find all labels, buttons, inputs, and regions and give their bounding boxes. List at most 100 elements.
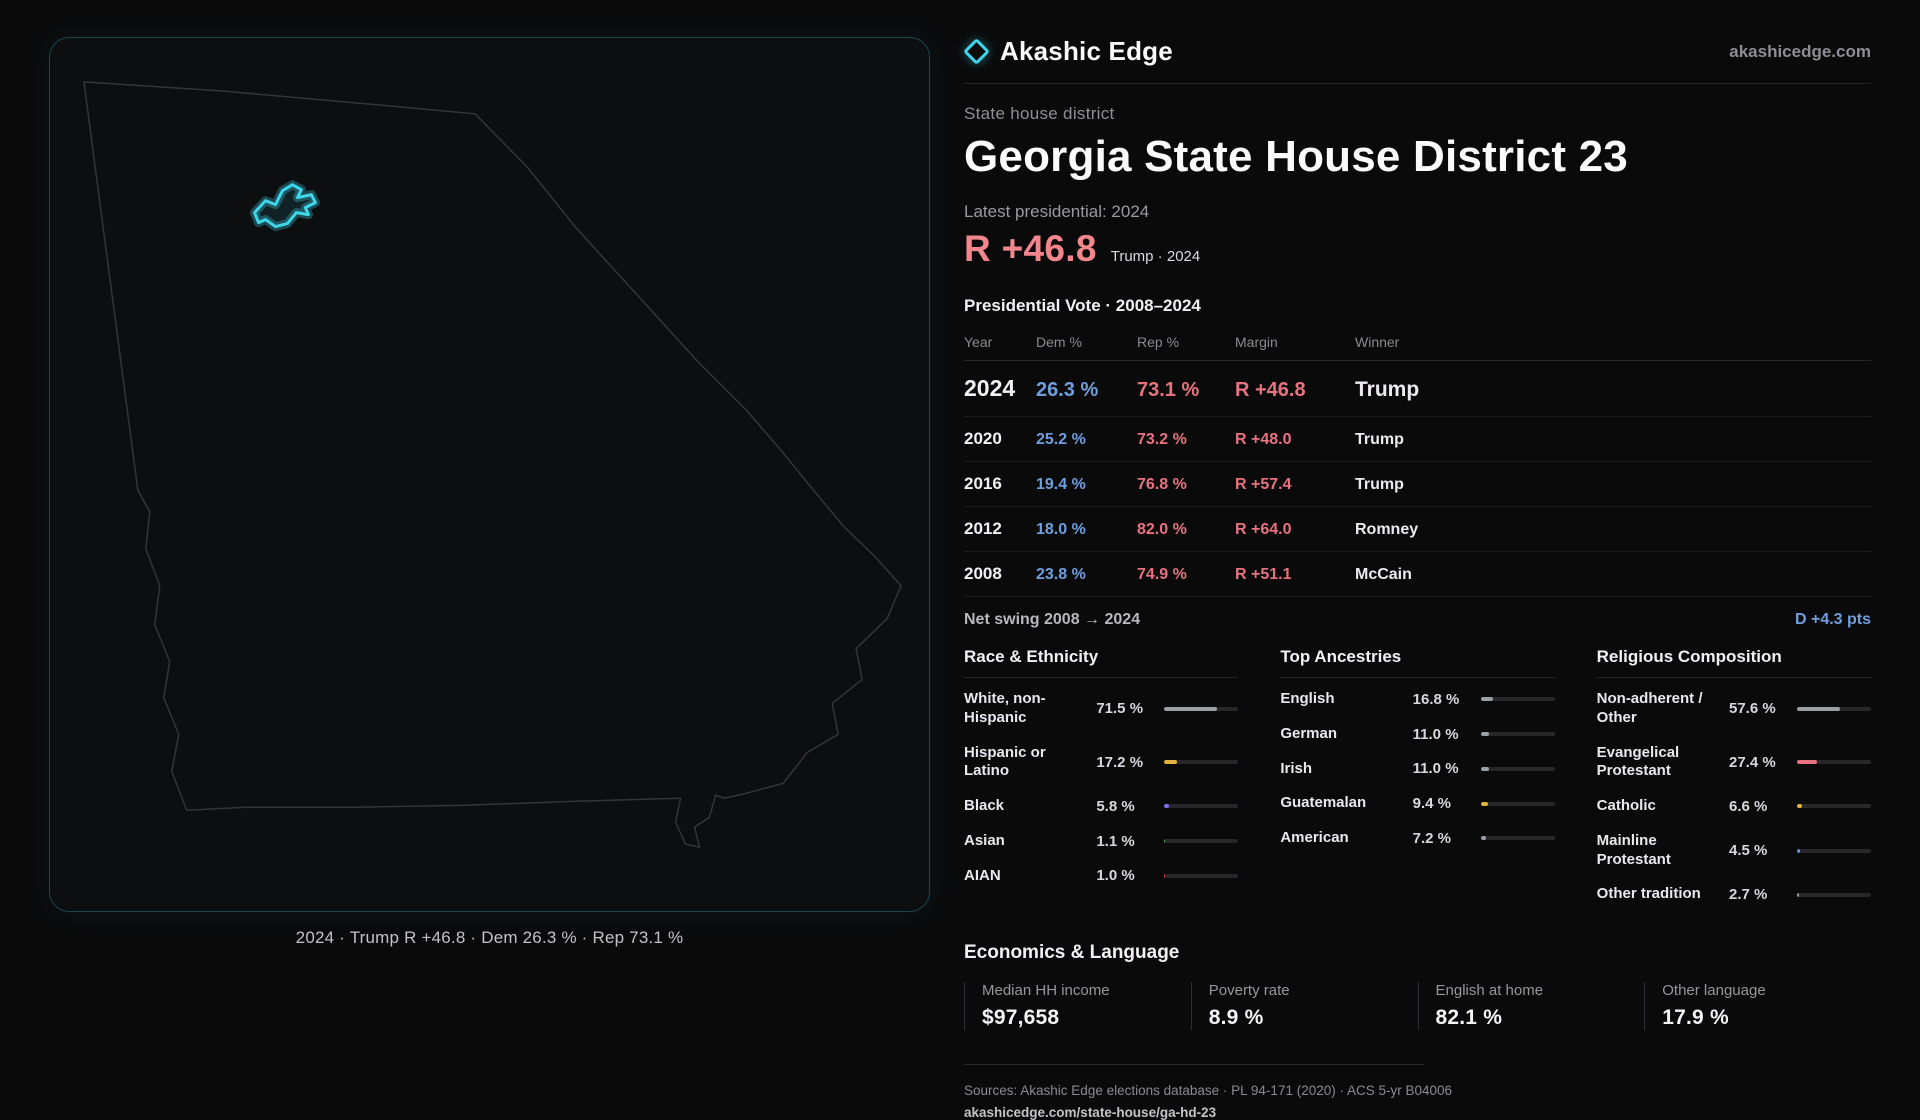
table-row: 2020 25.2 % 73.2 % R +48.0 Trump [964,417,1871,462]
vote-table-title: Presidential Vote · 2008–2024 [964,296,1201,315]
race-label: Asian [964,831,1005,849]
race-label: AIAN [964,866,1001,884]
footer-permalink[interactable]: akashicedge.com/state-house/ga-hd-23 [964,1105,1217,1120]
ancestry-bar [1480,836,1555,841]
list-item: Asian 1.1 % [964,824,1239,859]
economics-title: Economics & Language [964,942,1180,963]
vote-table-header: Year Dem % Rep % Margin Winner [964,326,1871,361]
religion-value: 27.4 % [1729,753,1776,771]
net-swing-row: Net swing 2008 → 2024 D +4.3 pts [964,611,1871,629]
vote-year: 2012 [964,519,1002,538]
map-caption: 2024 · Trump R +46.8 · Dem 26.3 % · Rep … [295,928,684,947]
ancestry-bar [1480,801,1555,806]
diamond-logo-icon [963,38,990,65]
district-type-label: State house district [964,104,1115,123]
stat-value: $97,658 [982,1006,1060,1029]
vote-margin: R +64.0 [1235,521,1292,538]
vote-margin: R +57.4 [1235,476,1292,493]
ancestry-value: 11.0 % [1412,760,1459,778]
religion-bar [1797,706,1871,711]
ancestry-value: 7.2 % [1412,829,1452,847]
list-item: White, non-Hispanic 71.5 % [964,682,1239,736]
religion-value: 6.6 % [1729,797,1768,815]
religion-value: 4.5 % [1729,842,1768,859]
race-value: 5.8 % [1096,797,1135,815]
report-header: Akashic Edge akashicedge.com [963,30,1871,84]
demographics-section: Race & Ethnicity White, non-Hispanic 71.… [964,647,1871,912]
vote-year: 2016 [964,474,1002,493]
stat-label: Other language [1662,982,1766,999]
race-label: White, non-Hispanic [964,690,1046,726]
vote-dem: 18.0 % [1036,521,1086,538]
stat-value: 8.9 % [1208,1006,1264,1029]
vote-winner: Trump [1355,476,1404,493]
vote-year: 2020 [964,429,1002,448]
vote-year: 2008 [964,564,1002,583]
ancestries-column-title: Top Ancestries [1280,647,1555,678]
religion-bar [1797,848,1871,853]
religion-label: Mainline Protestant [1596,831,1671,868]
religion-label: Non-adherent / Other [1596,690,1703,726]
headline-margin-row: R +46.8 Trump · 2024 [964,228,1871,270]
net-swing-label: Net swing 2008 → 2024 [964,611,1141,628]
col-dem: Dem % [1036,334,1082,350]
race-bar [1164,804,1239,809]
race-label: Hispanic or Latino [964,743,1046,780]
list-item: Guatemalan 9.4 % [1280,786,1555,821]
stat-value: 17.9 % [1662,1006,1729,1029]
stat-poverty-rate: Poverty rate 8.9 % [1190,982,1418,1030]
race-ethnicity-column: Race & Ethnicity White, non-Hispanic 71.… [964,647,1239,912]
georgia-map [83,81,902,848]
footer-divider [964,1064,1424,1065]
list-item: Mainline Protestant 4.5 % [1597,824,1871,878]
list-item: Evangelical Protestant 27.4 % [1597,736,1871,790]
religion-label: Evangelical Protestant [1596,743,1680,780]
vote-winner: Trump [1355,431,1404,448]
net-swing-value: D +4.3 pts [1794,611,1871,628]
vote-winner: Romney [1355,521,1419,538]
religion-column: Religious Composition Non-adherent / Oth… [1596,647,1871,912]
table-row: 2012 18.0 % 82.0 % R +64.0 Romney [964,507,1871,552]
district-23-shape[interactable] [253,183,317,229]
race-bar [1164,706,1239,711]
brand-name: Akashic Edge [1000,36,1173,66]
vote-dem: 25.2 % [1036,431,1086,448]
list-item: Hispanic or Latino 17.2 % [964,736,1239,790]
ancestry-label: English [1280,690,1335,707]
vote-winner: McCain [1355,566,1412,583]
vote-winner: Trump [1355,378,1420,401]
religion-value: 57.6 % [1729,700,1776,718]
district-report: Akashic Edge akashicedge.com State house… [963,30,1871,1120]
vote-margin: R +46.8 [1235,379,1306,401]
religion-bar [1797,760,1871,765]
site-link[interactable]: akashicedge.com [1729,41,1871,61]
list-item: Black 5.8 % [964,789,1239,824]
stat-english-at-home: English at home 82.1 % [1417,982,1645,1030]
religion-bar [1797,892,1871,897]
table-row: 2016 19.4 % 76.8 % R +57.4 Trump [964,462,1871,507]
ancestry-bar [1480,697,1555,702]
page-title: Georgia State House District 23 [964,132,1628,181]
stat-label: Median HH income [982,982,1110,999]
religion-label: Catholic [1596,797,1656,814]
vote-margin: R +51.1 [1235,566,1292,583]
ancestry-value: 11.0 % [1412,725,1459,743]
race-bar [1164,873,1239,878]
ancestry-label: Guatemalan [1280,794,1367,812]
race-column-title: Race & Ethnicity [964,647,1239,678]
ancestry-value: 9.4 % [1412,795,1452,813]
ancestry-value: 16.8 % [1412,690,1460,708]
ancestry-bar [1480,732,1555,737]
race-value: 71.5 % [1096,700,1144,718]
stat-other-language: Other language 17.9 % [1644,982,1871,1030]
vote-rep: 82.0 % [1137,521,1187,538]
headline-margin-value: R +46.8 [964,228,1097,269]
list-item: Other tradition 2.7 % [1597,877,1871,912]
list-item: Catholic 6.6 % [1597,789,1871,824]
ancestry-label: Irish [1280,759,1313,777]
race-value: 1.0 % [1096,867,1135,885]
ancestries-column: Top Ancestries English 16.8 % German 11.… [1280,647,1555,912]
race-value: 1.1 % [1096,832,1135,850]
table-row: 2008 23.8 % 74.9 % R +51.1 McCain [964,552,1871,597]
col-winner: Winner [1355,334,1400,350]
